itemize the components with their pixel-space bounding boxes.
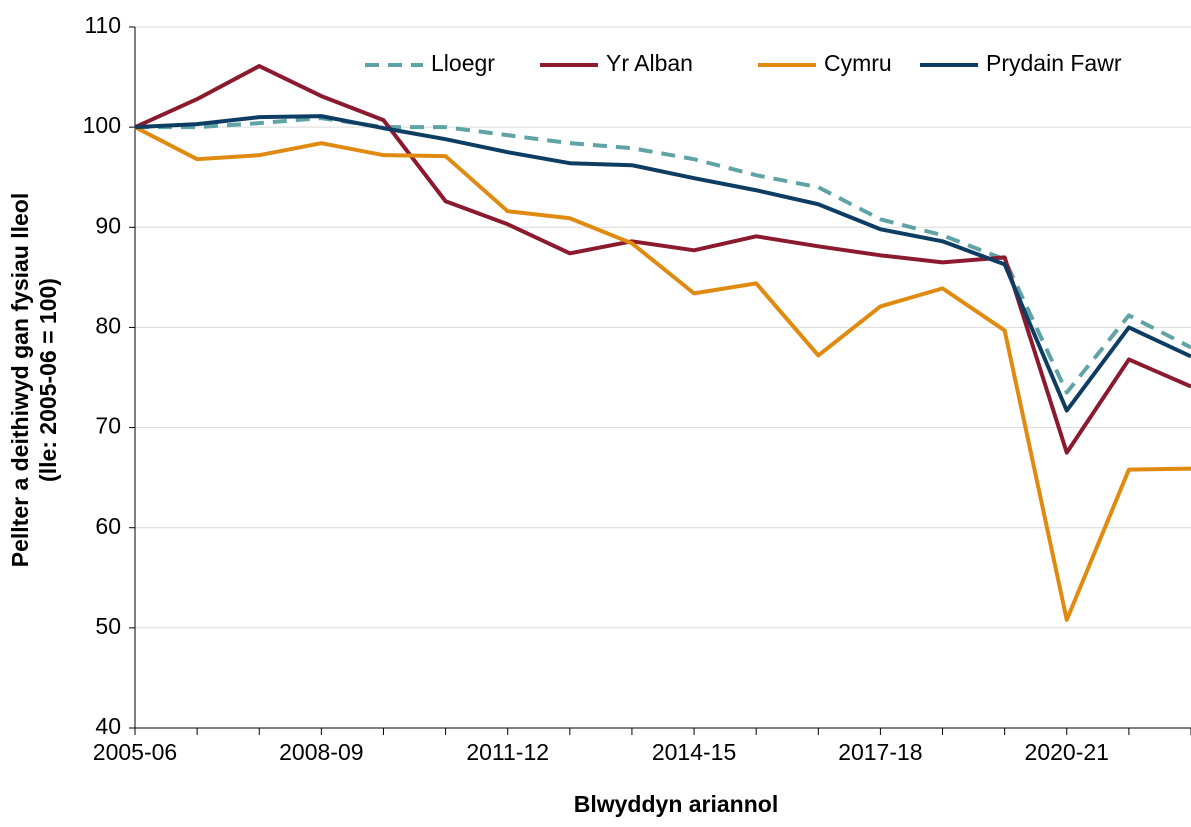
y-axis-title: (lle: 2005-06 = 100) xyxy=(35,278,61,482)
y-tick-label: 70 xyxy=(95,413,121,439)
line-series xyxy=(134,64,1191,455)
line-series xyxy=(135,116,1191,395)
x-tick-label: 2017-18 xyxy=(838,739,922,765)
x-tick-label: 2011-12 xyxy=(466,739,549,765)
y-tick-label: 80 xyxy=(95,313,121,339)
y-axis-title: Pellter a deithiwyd gan fysiau lleol xyxy=(7,193,33,568)
legend-label: Cymru xyxy=(824,50,892,76)
legend-label: Lloegr xyxy=(431,50,495,76)
y-tick-label: 100 xyxy=(83,112,121,138)
legend-label: Yr Alban xyxy=(606,50,693,76)
x-tick-label: 2005-06 xyxy=(93,739,177,765)
y-tick-label: 60 xyxy=(95,513,121,539)
legend-label: Prydain Fawr xyxy=(986,50,1122,76)
y-tick-label: 40 xyxy=(95,713,121,739)
y-tick-label: 50 xyxy=(95,613,121,639)
x-tick-label: 2020-21 xyxy=(1025,739,1109,765)
x-tick-label: 2014-15 xyxy=(652,739,736,765)
y-tick-label: 90 xyxy=(95,212,121,238)
x-tick-label: 2008-09 xyxy=(279,739,363,765)
y-tick-label: 110 xyxy=(84,12,121,38)
x-axis-title: Blwyddyn ariannol xyxy=(574,791,778,817)
line-series xyxy=(134,125,1191,622)
line-series xyxy=(134,114,1191,413)
